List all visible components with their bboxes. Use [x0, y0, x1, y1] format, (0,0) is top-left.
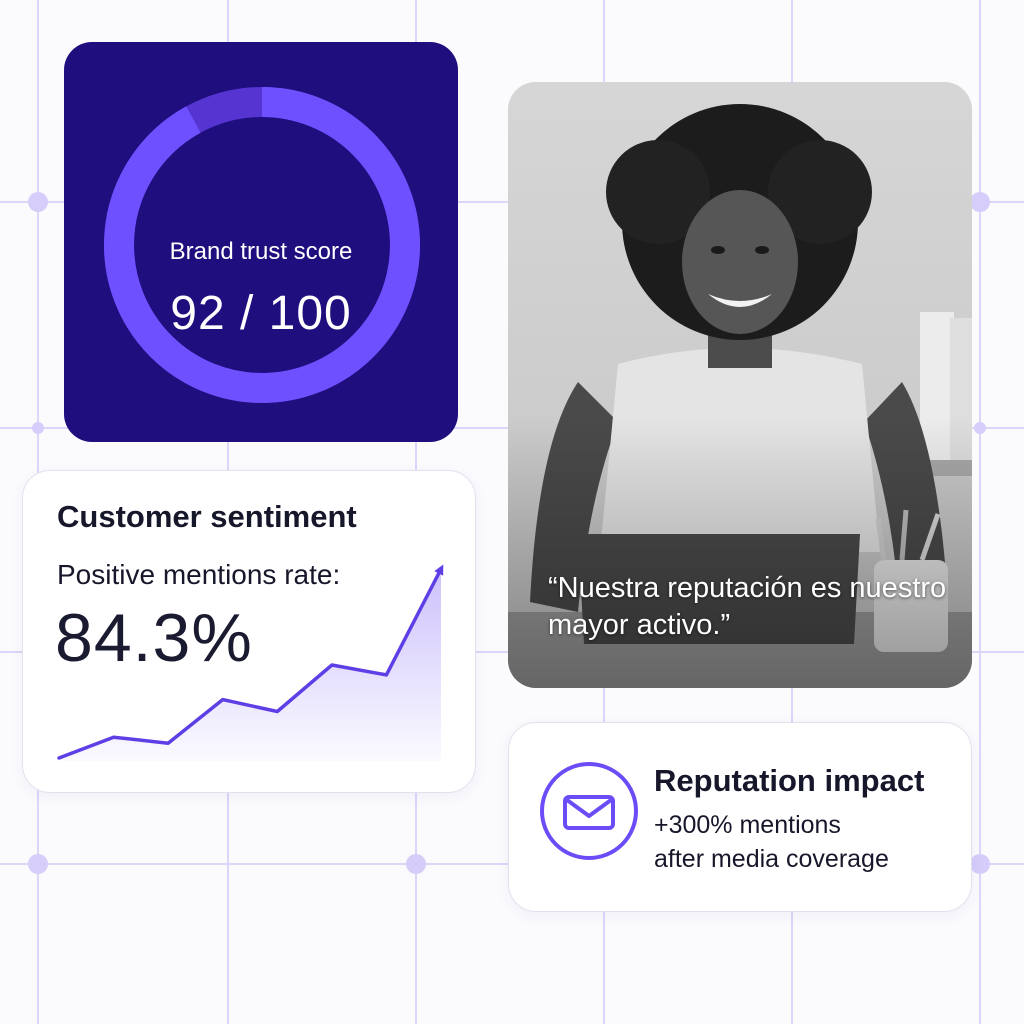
trust-score-label: Brand trust score	[169, 238, 353, 265]
customer-sentiment-card: Customer sentiment Positive mentions rat…	[22, 470, 476, 793]
sentiment-title: Customer sentiment	[57, 499, 357, 534]
smiling-woman-at-desk-photo	[508, 82, 972, 688]
sentiment-trend-line	[57, 564, 444, 760]
trust-score-value: 92 / 100	[170, 287, 352, 340]
trust-score-progress-arc	[104, 87, 420, 403]
impact-stat-line: +300% mentions	[654, 811, 841, 839]
reputation-impact-card: Reputation impact +300% mentions after m…	[508, 722, 972, 912]
sentiment-subtitle: Positive mentions rate:	[57, 559, 341, 590]
trust-score-ring	[104, 87, 420, 403]
impact-stat-caption: after media coverage	[654, 845, 889, 873]
envelope-icon	[539, 761, 639, 861]
sentiment-trend-chart	[57, 564, 444, 761]
brand-trust-score-card: Brand trust score 92 / 100	[64, 42, 458, 442]
sentiment-trend-area	[59, 569, 441, 761]
testimonial-photo-card: “Nuestra reputación es nuestro mayor act…	[508, 82, 972, 688]
testimonial-quote: “Nuestra reputación es nuestro mayor act…	[548, 572, 947, 641]
positive-mentions-rate-value: 84.3%	[55, 600, 253, 676]
impact-title: Reputation impact	[654, 763, 925, 798]
